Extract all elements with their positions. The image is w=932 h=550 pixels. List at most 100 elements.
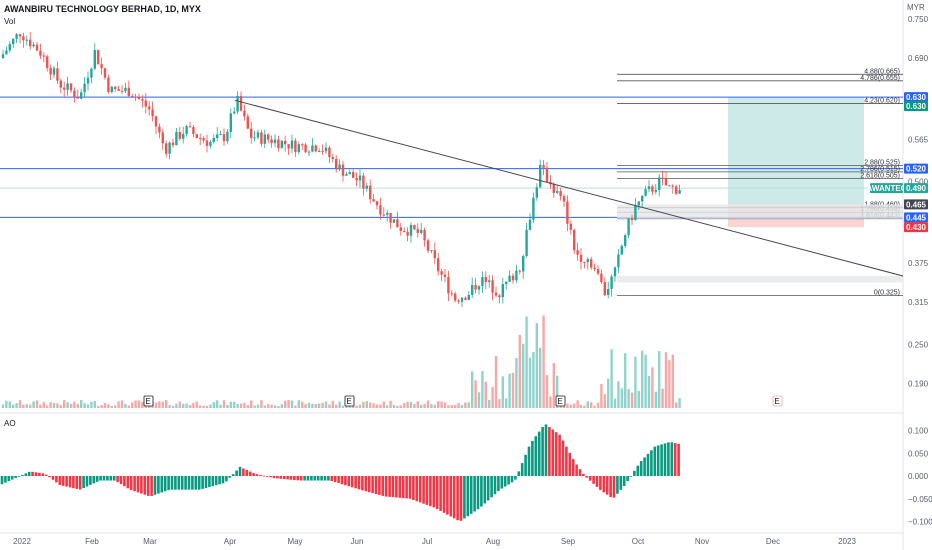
volume-bar: [358, 404, 362, 408]
ao-bar: [327, 476, 330, 481]
candle-body: [141, 98, 144, 101]
volume-bar: [488, 399, 491, 408]
volume-bar: [318, 403, 321, 408]
candle-body: [586, 259, 589, 263]
volume-bar: [76, 403, 79, 408]
candle-body: [668, 185, 671, 187]
ao-bar: [595, 476, 599, 487]
volume-bar: [335, 404, 338, 408]
price-tag: [904, 199, 928, 210]
fib-level-label: 2.618(0.505): [860, 172, 900, 179]
volume-bar: [396, 405, 399, 408]
ao-bar: [622, 476, 626, 487]
candle-body: [287, 144, 290, 149]
candle-body: [178, 132, 181, 139]
volume-bar: [25, 404, 28, 408]
volume-bar: [280, 404, 283, 408]
candle-body: [1, 54, 5, 59]
candle-body: [236, 95, 239, 112]
ao-bar: [34, 472, 38, 476]
ao-bar: [282, 476, 286, 480]
candle-body: [603, 282, 606, 295]
currency-label: MYR: [907, 3, 925, 12]
ao-bar: [643, 457, 646, 476]
ao-bar: [245, 469, 249, 476]
volume-bar: [498, 399, 501, 408]
ao-bar: [537, 431, 541, 476]
fib-band: [617, 204, 903, 219]
time-label: Feb: [85, 537, 99, 546]
ao-bar: [418, 476, 422, 503]
volume-bar: [182, 403, 185, 408]
candle-body: [443, 274, 447, 278]
candle-body: [437, 258, 440, 272]
candle-body: [253, 137, 256, 139]
ao-bar: [592, 476, 595, 484]
candle-body: [583, 261, 586, 263]
volume-bar: [467, 402, 470, 408]
ao-bar: [157, 476, 160, 494]
candle-body: [76, 97, 79, 99]
time-label: Aug: [486, 537, 500, 546]
ao-bar: [646, 453, 650, 476]
candle-body: [559, 191, 562, 197]
ao-bar: [531, 440, 534, 476]
candle-body: [120, 90, 124, 92]
volume-bar: [654, 391, 657, 408]
candle-body: [413, 224, 416, 230]
candle-body: [195, 134, 198, 138]
candle-body: [433, 250, 436, 259]
ao-bar: [626, 476, 629, 482]
ao-bar: [384, 476, 388, 497]
ao-tick: 0.050: [908, 449, 929, 458]
candle-body: [22, 36, 25, 41]
ao-bar: [344, 476, 347, 486]
volume-bar: [341, 405, 345, 408]
ao-tick: 0.000: [908, 472, 929, 481]
volume-bar: [420, 404, 423, 408]
volume-bar: [56, 403, 59, 408]
candle-body: [352, 172, 355, 178]
volume-bar: [617, 381, 620, 408]
candle-body: [239, 95, 243, 111]
candle-body: [301, 144, 304, 146]
earnings-marker-box: [772, 395, 783, 407]
volume-bar: [66, 402, 69, 408]
ao-bar: [153, 476, 157, 495]
candle-body: [675, 186, 678, 194]
candle-body: [66, 83, 69, 90]
candle-body: [148, 106, 151, 110]
ao-bar: [48, 476, 51, 478]
candle-body: [110, 86, 113, 93]
candle-body: [515, 270, 518, 281]
ao-bar: [177, 476, 181, 490]
candle-body: [641, 195, 644, 202]
ao-bar: [361, 476, 364, 491]
candle-body: [440, 271, 443, 275]
ao-bar: [656, 445, 660, 476]
volume-bar: [35, 400, 39, 408]
ao-bar: [82, 476, 85, 489]
price-tick: 0.500: [908, 178, 929, 187]
volume-bar: [522, 343, 525, 408]
candle-body: [426, 240, 430, 251]
volume-bar: [90, 401, 93, 408]
price-tick: 0.750: [908, 15, 929, 24]
volume-bar: [375, 404, 379, 408]
ao-bar: [483, 476, 487, 504]
candle-body: [335, 158, 338, 170]
candle-body: [362, 175, 365, 189]
ao-tick: −0.050: [908, 495, 932, 504]
earnings-marker: E: [774, 397, 779, 406]
volume-bar: [406, 401, 409, 408]
volume-bar: [511, 372, 515, 408]
ao-bar: [163, 476, 167, 492]
candle-body: [42, 55, 45, 57]
candle-body: [651, 186, 654, 192]
volume-bar: [253, 405, 256, 408]
ao-bar: [0, 476, 4, 485]
ao-bar: [452, 476, 456, 519]
ao-bar: [619, 476, 623, 490]
volume-bar: [205, 405, 209, 408]
